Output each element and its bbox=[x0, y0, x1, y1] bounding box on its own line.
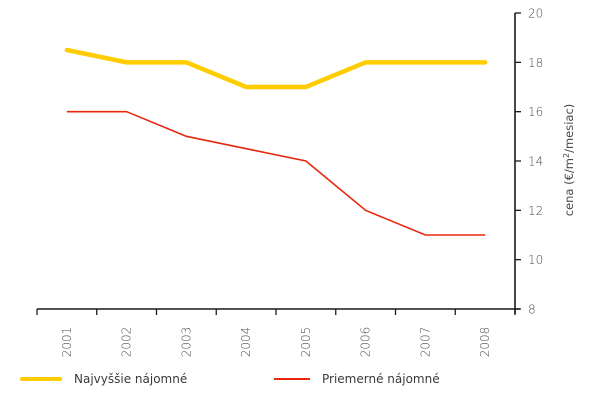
legend-swatch-average-rent bbox=[274, 378, 310, 380]
y-tick-label: 12 bbox=[528, 204, 543, 218]
x-tick-label: 2007 bbox=[418, 327, 432, 358]
y-tick-label: 8 bbox=[528, 303, 536, 317]
legend-label-highest-rent: Najvyššie nájomné bbox=[74, 372, 188, 386]
x-tick-label: 2005 bbox=[299, 327, 313, 358]
y-axis-title-sup: 2 bbox=[562, 153, 571, 158]
legend-item-highest-rent: Najvyššie nájomné bbox=[20, 372, 187, 386]
y-tick-label: 14 bbox=[528, 155, 543, 169]
y-axis-title: cena (€/m2/mesiac) bbox=[562, 104, 577, 217]
y-tick-label: 10 bbox=[528, 253, 543, 267]
series-line-average-rent bbox=[66, 110, 486, 236]
x-tick-label: 2008 bbox=[478, 327, 492, 358]
line-chart: 2001 2002 2003 2004 2005 2006 2007 2008 8 10 12 14 1… bbox=[36, 7, 577, 358]
y-tick-label: 18 bbox=[528, 56, 543, 70]
y-axis-title-part2: /mesiac) bbox=[562, 104, 576, 153]
legend-item-average-rent: Priemerné nájomné bbox=[274, 372, 440, 386]
legend-swatch-highest-rent bbox=[20, 377, 62, 381]
legend-label-average-rent: Priemerné nájomné bbox=[322, 372, 440, 386]
x-tick-label: 2003 bbox=[179, 327, 193, 358]
y-tick-label: 16 bbox=[528, 105, 543, 119]
y-axis-title-part1: cena (€/m bbox=[562, 158, 576, 216]
x-tick-label: 2006 bbox=[359, 327, 373, 358]
legend: Najvyššie nájomné Priemerné nájomné bbox=[0, 372, 600, 396]
series-group bbox=[64, 47, 488, 236]
x-tick-label: 2002 bbox=[120, 327, 134, 358]
axes: 2001 2002 2003 2004 2005 2006 2007 2008 8 10 12 14 1… bbox=[36, 7, 543, 358]
y-tick-label: 20 bbox=[528, 7, 543, 21]
series-line-highest-rent bbox=[64, 47, 488, 90]
x-tick-label: 2001 bbox=[60, 327, 74, 358]
x-tick-label: 2004 bbox=[239, 327, 253, 358]
